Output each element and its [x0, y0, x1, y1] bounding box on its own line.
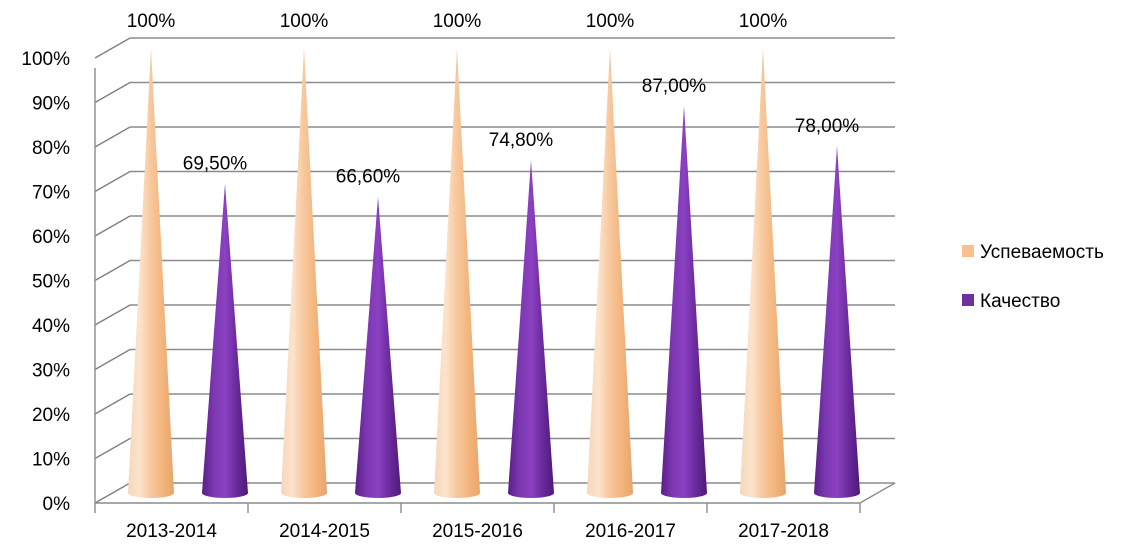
cone-uspevaemost [281, 48, 327, 498]
gridline-diagonal [94, 304, 131, 326]
data-label: 100% [280, 11, 329, 32]
x-tick-label: 2014-2015 [279, 521, 370, 542]
gridline-diagonal [94, 170, 131, 193]
gridline-diagonal [94, 259, 131, 282]
y-tick-label: 10% [32, 450, 70, 471]
y-tick-label: 50% [32, 272, 70, 293]
y-tick-label: 30% [32, 361, 70, 382]
data-label: 69,50% [183, 154, 248, 175]
gridline-diagonal [94, 437, 131, 460]
gridline-diagonal [94, 215, 131, 237]
data-label: 100% [433, 11, 482, 32]
x-tick-label: 2017-2018 [738, 521, 829, 542]
gridline-diagonal [94, 126, 131, 148]
gridline-diagonal [94, 37, 131, 59]
cone-uspevaemost [587, 48, 633, 498]
y-tick-label: 0% [43, 494, 71, 515]
gridline-diagonal [94, 81, 131, 104]
legend-label: Успеваемость [980, 242, 1104, 263]
data-label: 100% [127, 11, 176, 32]
data-label: 66,60% [336, 167, 401, 188]
cone-uspevaemost [128, 48, 174, 498]
y-tick-label: 70% [32, 183, 70, 204]
x-tick-label: 2016-2017 [585, 521, 676, 542]
data-label: 78,00% [795, 116, 860, 137]
data-labels: 100% 100% 100% 100% 100% 69,50% 66,60% 74,80% 87… [127, 11, 860, 188]
cone-kachestvo [508, 160, 554, 498]
data-label: 74,80% [489, 130, 554, 151]
legend: Успеваемость Качество [962, 242, 1104, 312]
cone-kachestvo [202, 183, 248, 498]
legend-swatch [962, 294, 974, 306]
data-label: 87,00% [642, 76, 707, 97]
cone-kachestvo [661, 105, 707, 498]
legend-swatch [962, 245, 974, 257]
y-tick-label: 20% [32, 405, 70, 426]
data-label: 100% [739, 11, 788, 32]
y-tick-label: 40% [32, 316, 70, 337]
cone-uspevaemost [740, 48, 786, 498]
floor-edge [859, 482, 896, 504]
y-tick-label: 90% [32, 94, 70, 115]
axes: 0% 10% 20% 30% 40% 50% 60% 70% 80% 90% 100% 2013-20… [21, 49, 861, 542]
x-tick-label: 2015-2016 [432, 521, 523, 542]
gridline-diagonal [94, 482, 131, 504]
legend-label: Качество [980, 291, 1060, 312]
cone-kachestvo [814, 145, 860, 498]
cone-uspevaemost [434, 48, 480, 498]
gridline-diagonal [94, 348, 131, 371]
data-marks [128, 48, 860, 498]
y-tick-label: 80% [32, 138, 70, 159]
y-tick-label: 60% [32, 227, 70, 248]
gridline-diagonal [94, 393, 131, 415]
y-tick-label: 100% [21, 49, 70, 70]
cone-kachestvo [355, 196, 401, 498]
data-label: 100% [586, 11, 635, 32]
x-tick-label: 2013-2014 [126, 521, 217, 542]
